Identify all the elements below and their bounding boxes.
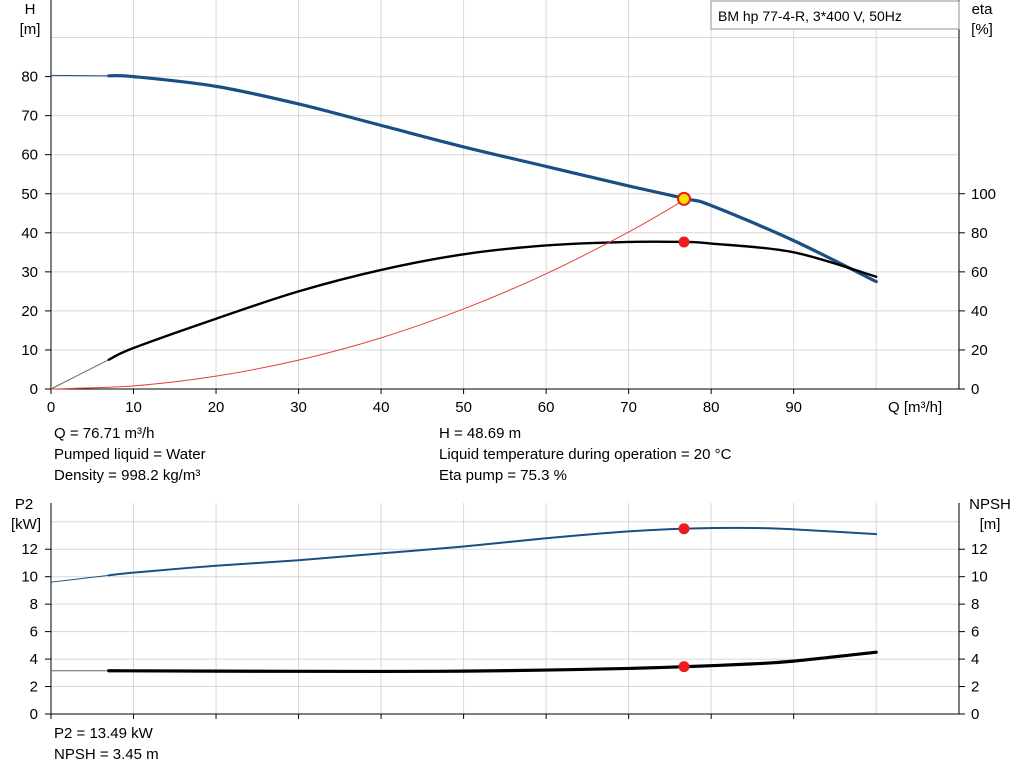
y-tick-label-right: 100	[971, 186, 996, 203]
y-axis-label-left: P2	[15, 496, 33, 513]
y-tick-label-right: 80	[971, 225, 988, 242]
info-eta-pump: Eta pump = 75.3 %	[439, 467, 567, 484]
npsh-curve	[107, 650, 878, 674]
y-tick-label-left: 0	[30, 706, 38, 723]
x-tick-label: 30	[290, 399, 307, 416]
y-tick-label-left: 50	[21, 186, 38, 203]
y-tick-label-right: 12	[971, 541, 988, 558]
y-tick-label-left: 2	[30, 679, 38, 696]
y-tick-label-right: 20	[971, 342, 988, 359]
y-tick-label-left: 70	[21, 108, 38, 125]
y-tick-label-left: 10	[21, 569, 38, 586]
x-tick-label: 70	[620, 399, 637, 416]
y-tick-label-left: 30	[21, 264, 38, 281]
x-tick-label: 50	[455, 399, 472, 416]
pump-title: BM hp 77-4-R, 3*400 V, 50Hz	[718, 8, 902, 24]
y-tick-label-right: 2	[971, 679, 979, 696]
npsh-operating-point	[678, 661, 690, 673]
x-tick-label: 0	[47, 399, 55, 416]
y-tick-label-right: 0	[971, 381, 979, 398]
y-tick-label-left: 0	[30, 381, 38, 398]
eta-operating-point	[678, 236, 690, 248]
y-axis-unit-left: [m]	[20, 21, 41, 38]
x-tick-label: 10	[125, 399, 142, 416]
y-tick-label-left: 4	[30, 651, 38, 668]
x-tick-label: 90	[785, 399, 802, 416]
x-tick-label: 60	[538, 399, 555, 416]
info-npsh: NPSH = 3.45 m	[54, 746, 159, 763]
p2-operating-point	[678, 523, 690, 535]
pump-title-box: BM hp 77-4-R, 3*400 V, 50Hz	[710, 0, 960, 30]
x-tick-label: 20	[208, 399, 225, 416]
y-tick-label-left: 80	[21, 69, 38, 86]
y-axis-label-right: eta	[972, 1, 994, 18]
y-tick-label-right: 60	[971, 264, 988, 281]
head-efficiency-chart: 0 10 20 30 40 50 60 70 80 0 20 40 60 80 100 0 10 20 30 40 50…	[20, 0, 996, 416]
y-tick-label-left: 6	[30, 624, 38, 641]
y-axis-unit-right: [m]	[980, 516, 1001, 533]
info-p2: P2 = 13.49 kW	[54, 725, 153, 742]
info-liquid-temperature: Liquid temperature during operation = 20…	[439, 446, 732, 463]
y-tick-label-right: 4	[971, 651, 979, 668]
duty-point	[677, 191, 692, 206]
y-tick-label-left: 8	[30, 596, 38, 613]
y-tick-label-right: 8	[971, 596, 979, 613]
p2-curve	[107, 526, 878, 577]
y-tick-label-left: 40	[21, 225, 38, 242]
y-tick-label-right: 0	[971, 706, 979, 723]
info-density: Density = 998.2 kg/m³	[54, 467, 201, 484]
x-axis-label: Q [m³/h]	[888, 399, 942, 416]
x-tick-label: 40	[373, 399, 390, 416]
info-pumped-liquid: Pumped liquid = Water	[54, 446, 206, 463]
y-tick-label-right: 10	[971, 569, 988, 586]
y-tick-label-left: 12	[21, 541, 38, 558]
eta-curve	[107, 240, 878, 361]
power-npsh-chart: 0 0 2 2 4 4 6 6 8 8 10 10 12 12 P2 [kW] NPSH [m]	[11, 496, 1011, 723]
y-tick-label-left: 20	[21, 303, 38, 320]
y-tick-label-right: 40	[971, 303, 988, 320]
y-tick-label-right: 6	[971, 624, 979, 641]
x-tick-label: 80	[703, 399, 720, 416]
y-tick-label-left: 10	[21, 342, 38, 359]
y-axis-label-left: H	[25, 1, 36, 18]
eta-curve-extrapolated	[50, 359, 109, 390]
head-curve	[107, 73, 878, 284]
y-axis-unit-left: [kW]	[11, 516, 41, 533]
system-curve	[50, 198, 687, 390]
info-h: H = 48.69 m	[439, 425, 522, 442]
y-axis-label-right: NPSH	[969, 496, 1011, 513]
y-axis-unit-right: [%]	[971, 21, 993, 38]
y-tick-label-left: 60	[21, 147, 38, 164]
p2-curve-extrapolated	[50, 574, 109, 583]
info-q: Q = 76.71 m³/h	[54, 425, 155, 442]
